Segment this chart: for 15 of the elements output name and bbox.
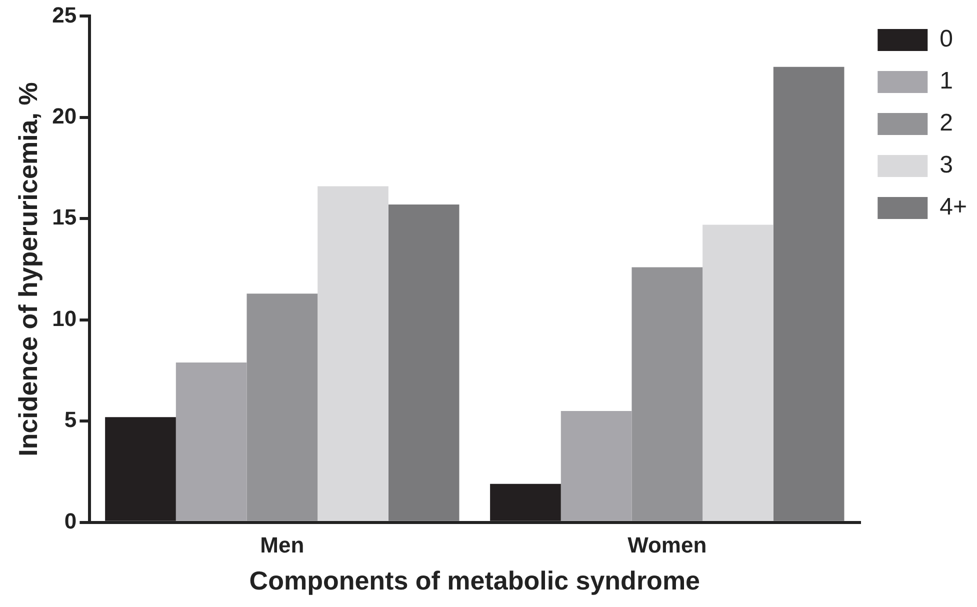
y-axis-title: Incidence of hyperuricemia, % [12,82,43,456]
x-tick-label: Men [260,532,304,558]
legend-label: 3 [940,152,953,179]
y-tick-label: 10 [52,306,77,331]
y-tick-label: 25 [52,2,77,28]
x-axis-title: Components of metabolic syndrome [249,566,700,596]
legend-label: 4+ [940,194,968,221]
legend-label: 2 [940,110,953,137]
y-tick-label: 5 [64,407,77,432]
y-tick-label: 15 [52,204,77,230]
legend-label: 1 [940,68,953,95]
y-tick-label: 20 [52,104,77,129]
legend-label: 0 [940,26,953,53]
x-tick-label: Women [628,532,707,558]
y-tick-label: 0 [64,508,77,534]
